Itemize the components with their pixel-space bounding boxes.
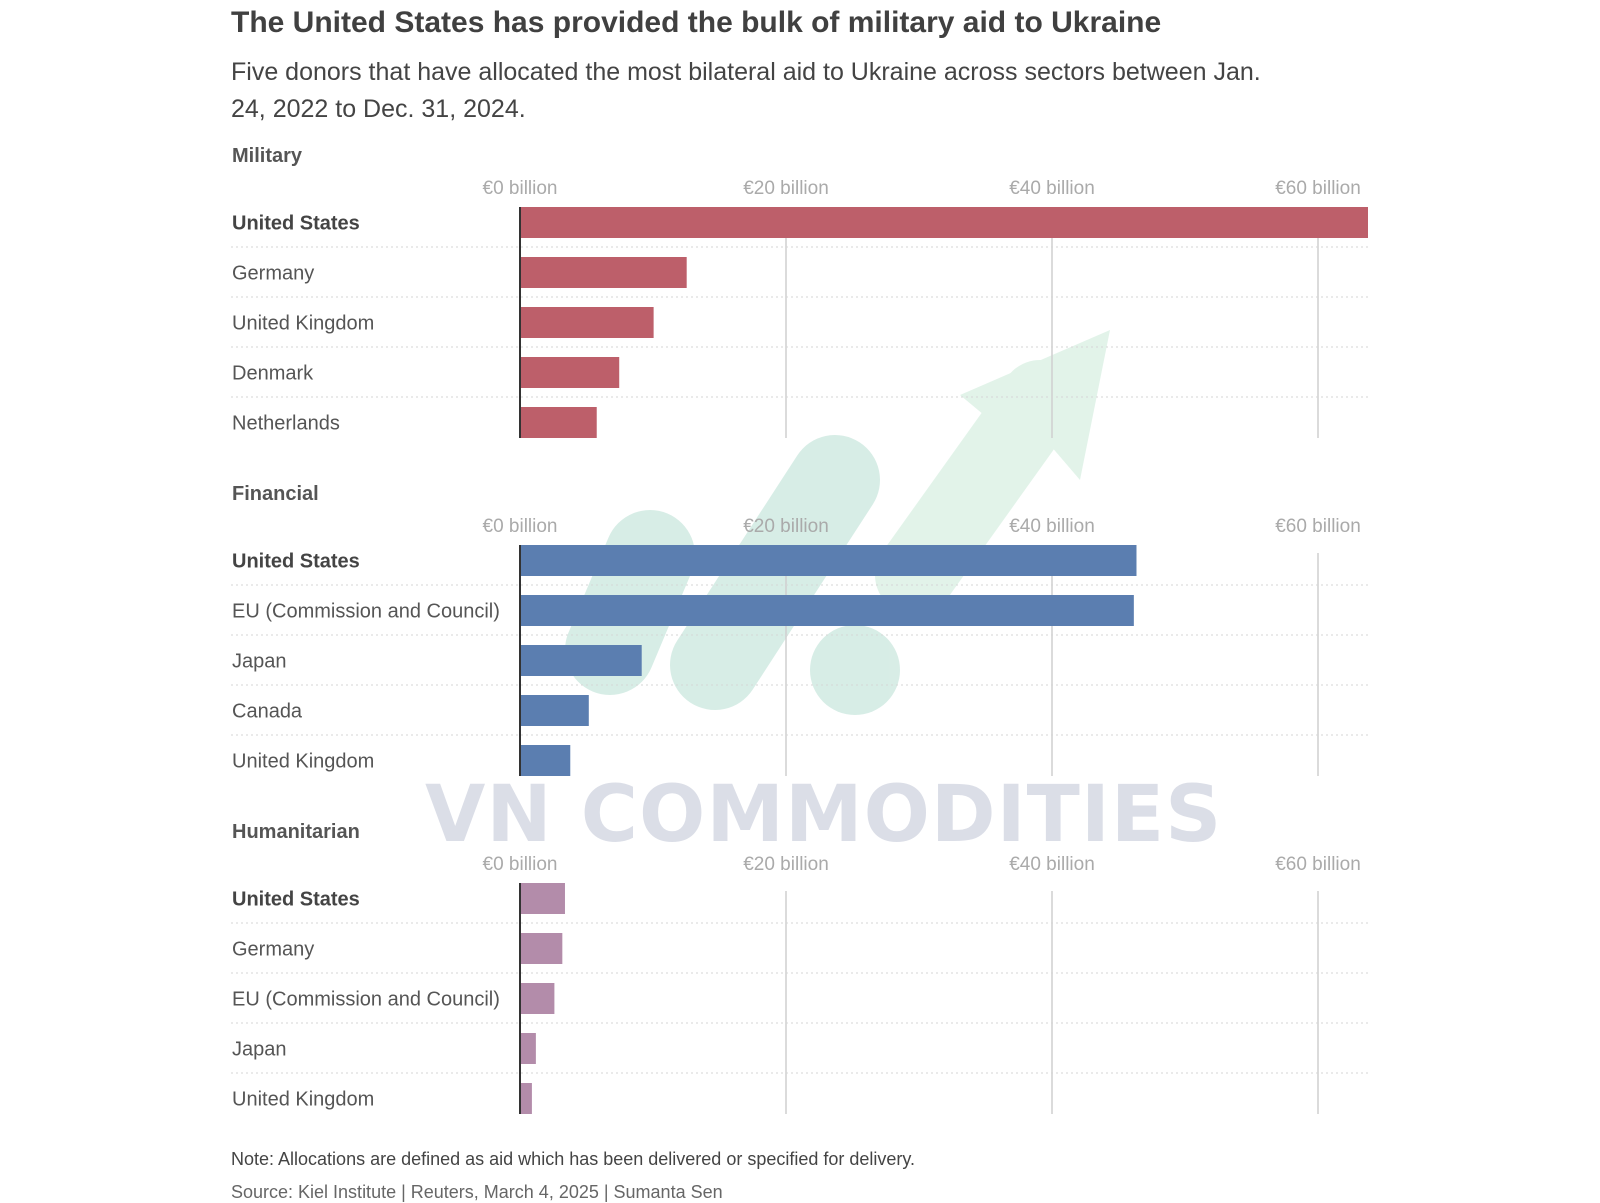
panel-title: Humanitarian: [232, 821, 360, 843]
x-tick-label: €40 billion: [1009, 516, 1095, 537]
category-label: United Kingdom: [232, 313, 374, 335]
x-tick-label: €40 billion: [1009, 854, 1095, 875]
bar: [520, 545, 1137, 576]
x-tick-label: €60 billion: [1275, 516, 1361, 537]
x-tick-label: €20 billion: [743, 178, 829, 199]
x-tick-label: €60 billion: [1275, 178, 1361, 199]
bar: [520, 933, 563, 964]
category-label: United States: [232, 889, 360, 911]
category-label: Japan: [232, 651, 287, 673]
bar: [520, 1033, 536, 1064]
x-tick-label: €0 billion: [483, 516, 558, 537]
x-tick-label: €20 billion: [743, 854, 829, 875]
category-label: Japan: [232, 1039, 287, 1061]
category-label: EU (Commission and Council): [232, 601, 500, 623]
bar: [520, 1083, 532, 1114]
footer-source: Source: Kiel Institute | Reuters, March …: [231, 1182, 723, 1202]
chart-subtitle: Five donors that have allocated the most…: [231, 58, 1261, 123]
x-tick-label: €0 billion: [483, 178, 558, 199]
bar: [520, 645, 642, 676]
category-label: Canada: [232, 701, 303, 723]
bar: [520, 883, 565, 914]
chart-title: The United States has provided the bulk …: [231, 6, 1162, 39]
bar: [520, 257, 687, 288]
panel-title: Military: [232, 145, 303, 167]
bar: [520, 595, 1134, 626]
category-label: United States: [232, 551, 360, 573]
bar: [520, 983, 555, 1014]
bar: [520, 407, 597, 438]
x-tick-label: €40 billion: [1009, 178, 1095, 199]
category-label: Germany: [232, 263, 314, 285]
category-label: Denmark: [232, 363, 314, 385]
category-label: EU (Commission and Council): [232, 989, 500, 1011]
bar: [520, 207, 1368, 238]
bar: [520, 357, 620, 388]
category-label: Netherlands: [232, 413, 340, 435]
bar: [520, 745, 571, 776]
x-tick-label: €60 billion: [1275, 854, 1361, 875]
bar: [520, 695, 589, 726]
watermark-dot: [810, 625, 900, 715]
footer-note: Note: Allocations are defined as aid whi…: [231, 1149, 916, 1169]
panel-title: Financial: [232, 483, 319, 505]
x-tick-label: €20 billion: [743, 516, 829, 537]
category-label: United Kingdom: [232, 751, 374, 773]
x-tick-label: €0 billion: [483, 854, 558, 875]
bar: [520, 307, 654, 338]
category-label: Germany: [232, 939, 314, 961]
category-label: United Kingdom: [232, 1089, 374, 1111]
category-label: United States: [232, 213, 360, 235]
watermark-arrow-head: [960, 330, 1110, 480]
